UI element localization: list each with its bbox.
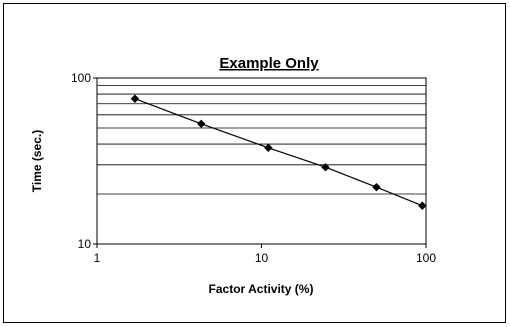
data-point — [418, 201, 427, 210]
y-axis-label: Time (sec.) — [30, 130, 44, 192]
chart-title: Example Only — [219, 55, 319, 72]
y-tick-label: 100 — [71, 71, 91, 85]
data-point — [321, 163, 330, 172]
x-axis-label: Factor Activity (%) — [209, 282, 314, 296]
x-tick-label: 100 — [416, 251, 436, 265]
data-point — [197, 119, 206, 128]
data-point — [372, 182, 381, 192]
series — [130, 94, 427, 210]
series-line — [134, 98, 423, 207]
x-tick-label: 1 — [94, 251, 101, 265]
y-tick-label: 10 — [78, 237, 92, 251]
chart-frame: Example Only 1 10 100 10 100 Factor Activity… — [3, 3, 506, 323]
x-tick-label: 10 — [255, 251, 269, 265]
data-point — [130, 94, 140, 103]
data-point — [264, 143, 273, 152]
grid — [97, 85, 426, 195]
